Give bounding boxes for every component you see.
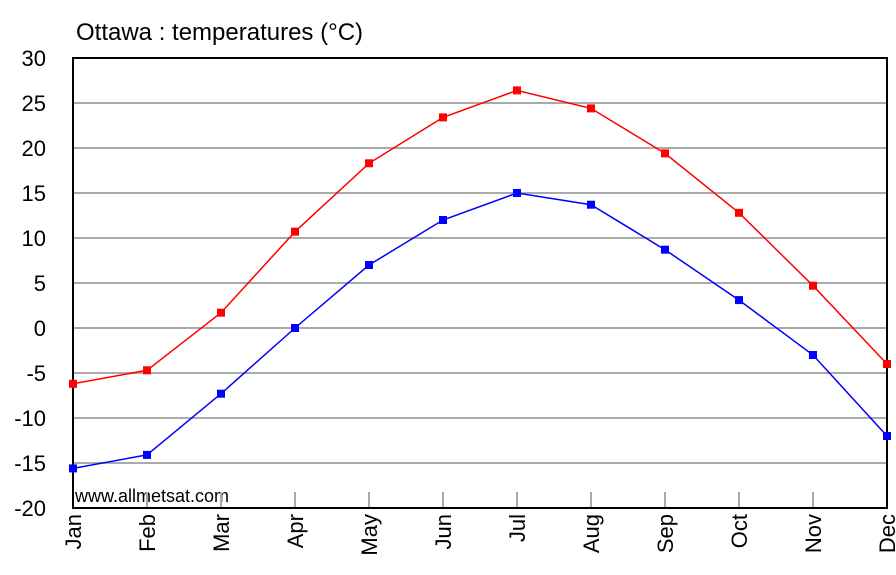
x-tick-label: Dec <box>875 514 896 553</box>
data-point <box>69 464 77 473</box>
x-tick-label: May <box>357 514 382 556</box>
watermark: www.allmetsat.com <box>74 486 229 506</box>
y-tick-label: -5 <box>26 361 46 386</box>
y-tick-label: 10 <box>22 226 46 251</box>
y-tick-label: -15 <box>14 451 46 476</box>
x-tick-label: Feb <box>135 514 160 552</box>
chart-title: Ottawa : temperatures (°C) <box>76 19 363 46</box>
data-point <box>513 86 521 95</box>
x-tick-label: Mar <box>209 514 234 552</box>
data-point <box>661 245 669 254</box>
plot-frame <box>72 57 888 509</box>
x-tick-label: Jun <box>431 514 456 549</box>
y-tick-label: -10 <box>14 406 46 431</box>
data-point <box>809 281 817 290</box>
data-point <box>217 389 225 398</box>
data-point <box>735 208 743 217</box>
data-point <box>809 351 817 359</box>
data-point <box>661 149 669 158</box>
data-point <box>143 366 151 375</box>
data-point <box>883 360 891 368</box>
x-tick-label: Jan <box>61 514 86 549</box>
y-tick-label: 20 <box>22 136 46 161</box>
data-point <box>217 308 225 317</box>
data-point <box>587 104 595 113</box>
x-tick-label: Apr <box>283 514 308 548</box>
data-point <box>365 159 373 168</box>
data-point <box>735 296 743 305</box>
y-tick-label: 0 <box>34 316 46 341</box>
y-tick-label: 15 <box>22 181 46 206</box>
x-tick-label: Nov <box>801 514 826 553</box>
data-point <box>69 379 77 388</box>
series-line <box>72 89 888 385</box>
y-tick-label: -20 <box>14 496 46 521</box>
x-tick-label: Sep <box>653 514 678 553</box>
x-tick-label: Jul <box>505 514 530 542</box>
data-point <box>883 432 891 440</box>
data-point <box>365 261 373 269</box>
y-tick-label: 25 <box>22 91 46 116</box>
series-line <box>72 192 888 470</box>
y-tick-label: 5 <box>34 271 46 296</box>
data-point <box>143 450 151 459</box>
data-point <box>439 216 447 224</box>
y-tick-label: 30 <box>22 46 46 71</box>
data-point <box>513 189 521 197</box>
x-tick-label: Oct <box>727 514 752 548</box>
data-point <box>439 113 447 122</box>
data-point <box>587 200 595 209</box>
x-tick-label: Aug <box>579 514 604 553</box>
data-point <box>291 324 299 332</box>
data-point <box>291 227 299 236</box>
